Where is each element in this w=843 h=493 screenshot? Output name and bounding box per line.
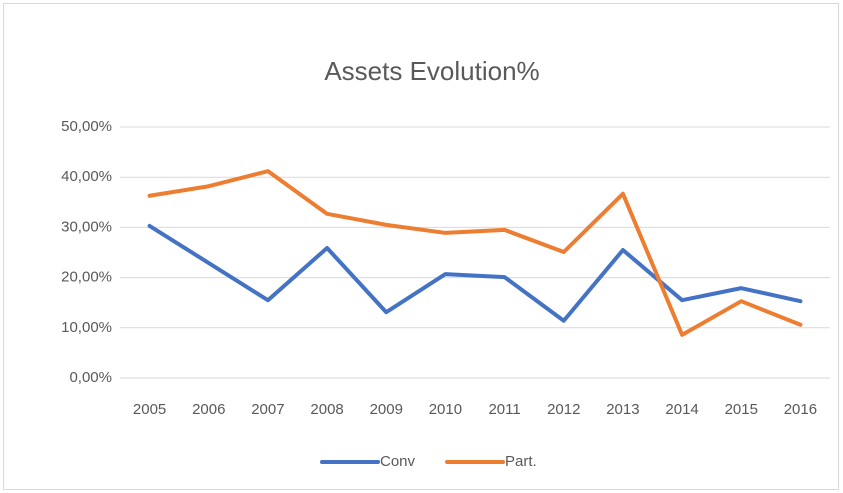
x-tick-label: 2007 <box>251 401 284 418</box>
y-tick-label: 10,00% <box>61 319 112 336</box>
x-tick-label: 2012 <box>547 401 580 418</box>
legend-label: Part. <box>505 453 537 470</box>
y-tick-label: 40,00% <box>61 168 112 185</box>
chart-border <box>3 3 839 490</box>
x-tick-label: 2009 <box>370 401 403 418</box>
series-line <box>147 223 803 323</box>
y-tick-label: 30,00% <box>61 218 112 235</box>
y-tick-label: 20,00% <box>61 269 112 286</box>
y-tick-label: 0,00% <box>69 369 112 386</box>
x-tick-label: 2006 <box>192 401 225 418</box>
y-tick-label: 50,00% <box>61 118 112 135</box>
x-tick-label: 2005 <box>133 401 166 418</box>
x-tick-label: 2013 <box>606 401 639 418</box>
series-line <box>147 169 803 337</box>
x-tick-label: 2014 <box>665 401 698 418</box>
x-tick-label: 2015 <box>725 401 758 418</box>
x-tick-label: 2011 <box>488 401 520 418</box>
legend-label: Conv <box>380 453 416 470</box>
x-tick-label: 2008 <box>310 401 343 418</box>
chart-title: Assets Evolution% <box>324 56 539 86</box>
x-tick-label: 2010 <box>429 401 462 418</box>
x-tick-label: 2016 <box>784 401 817 418</box>
